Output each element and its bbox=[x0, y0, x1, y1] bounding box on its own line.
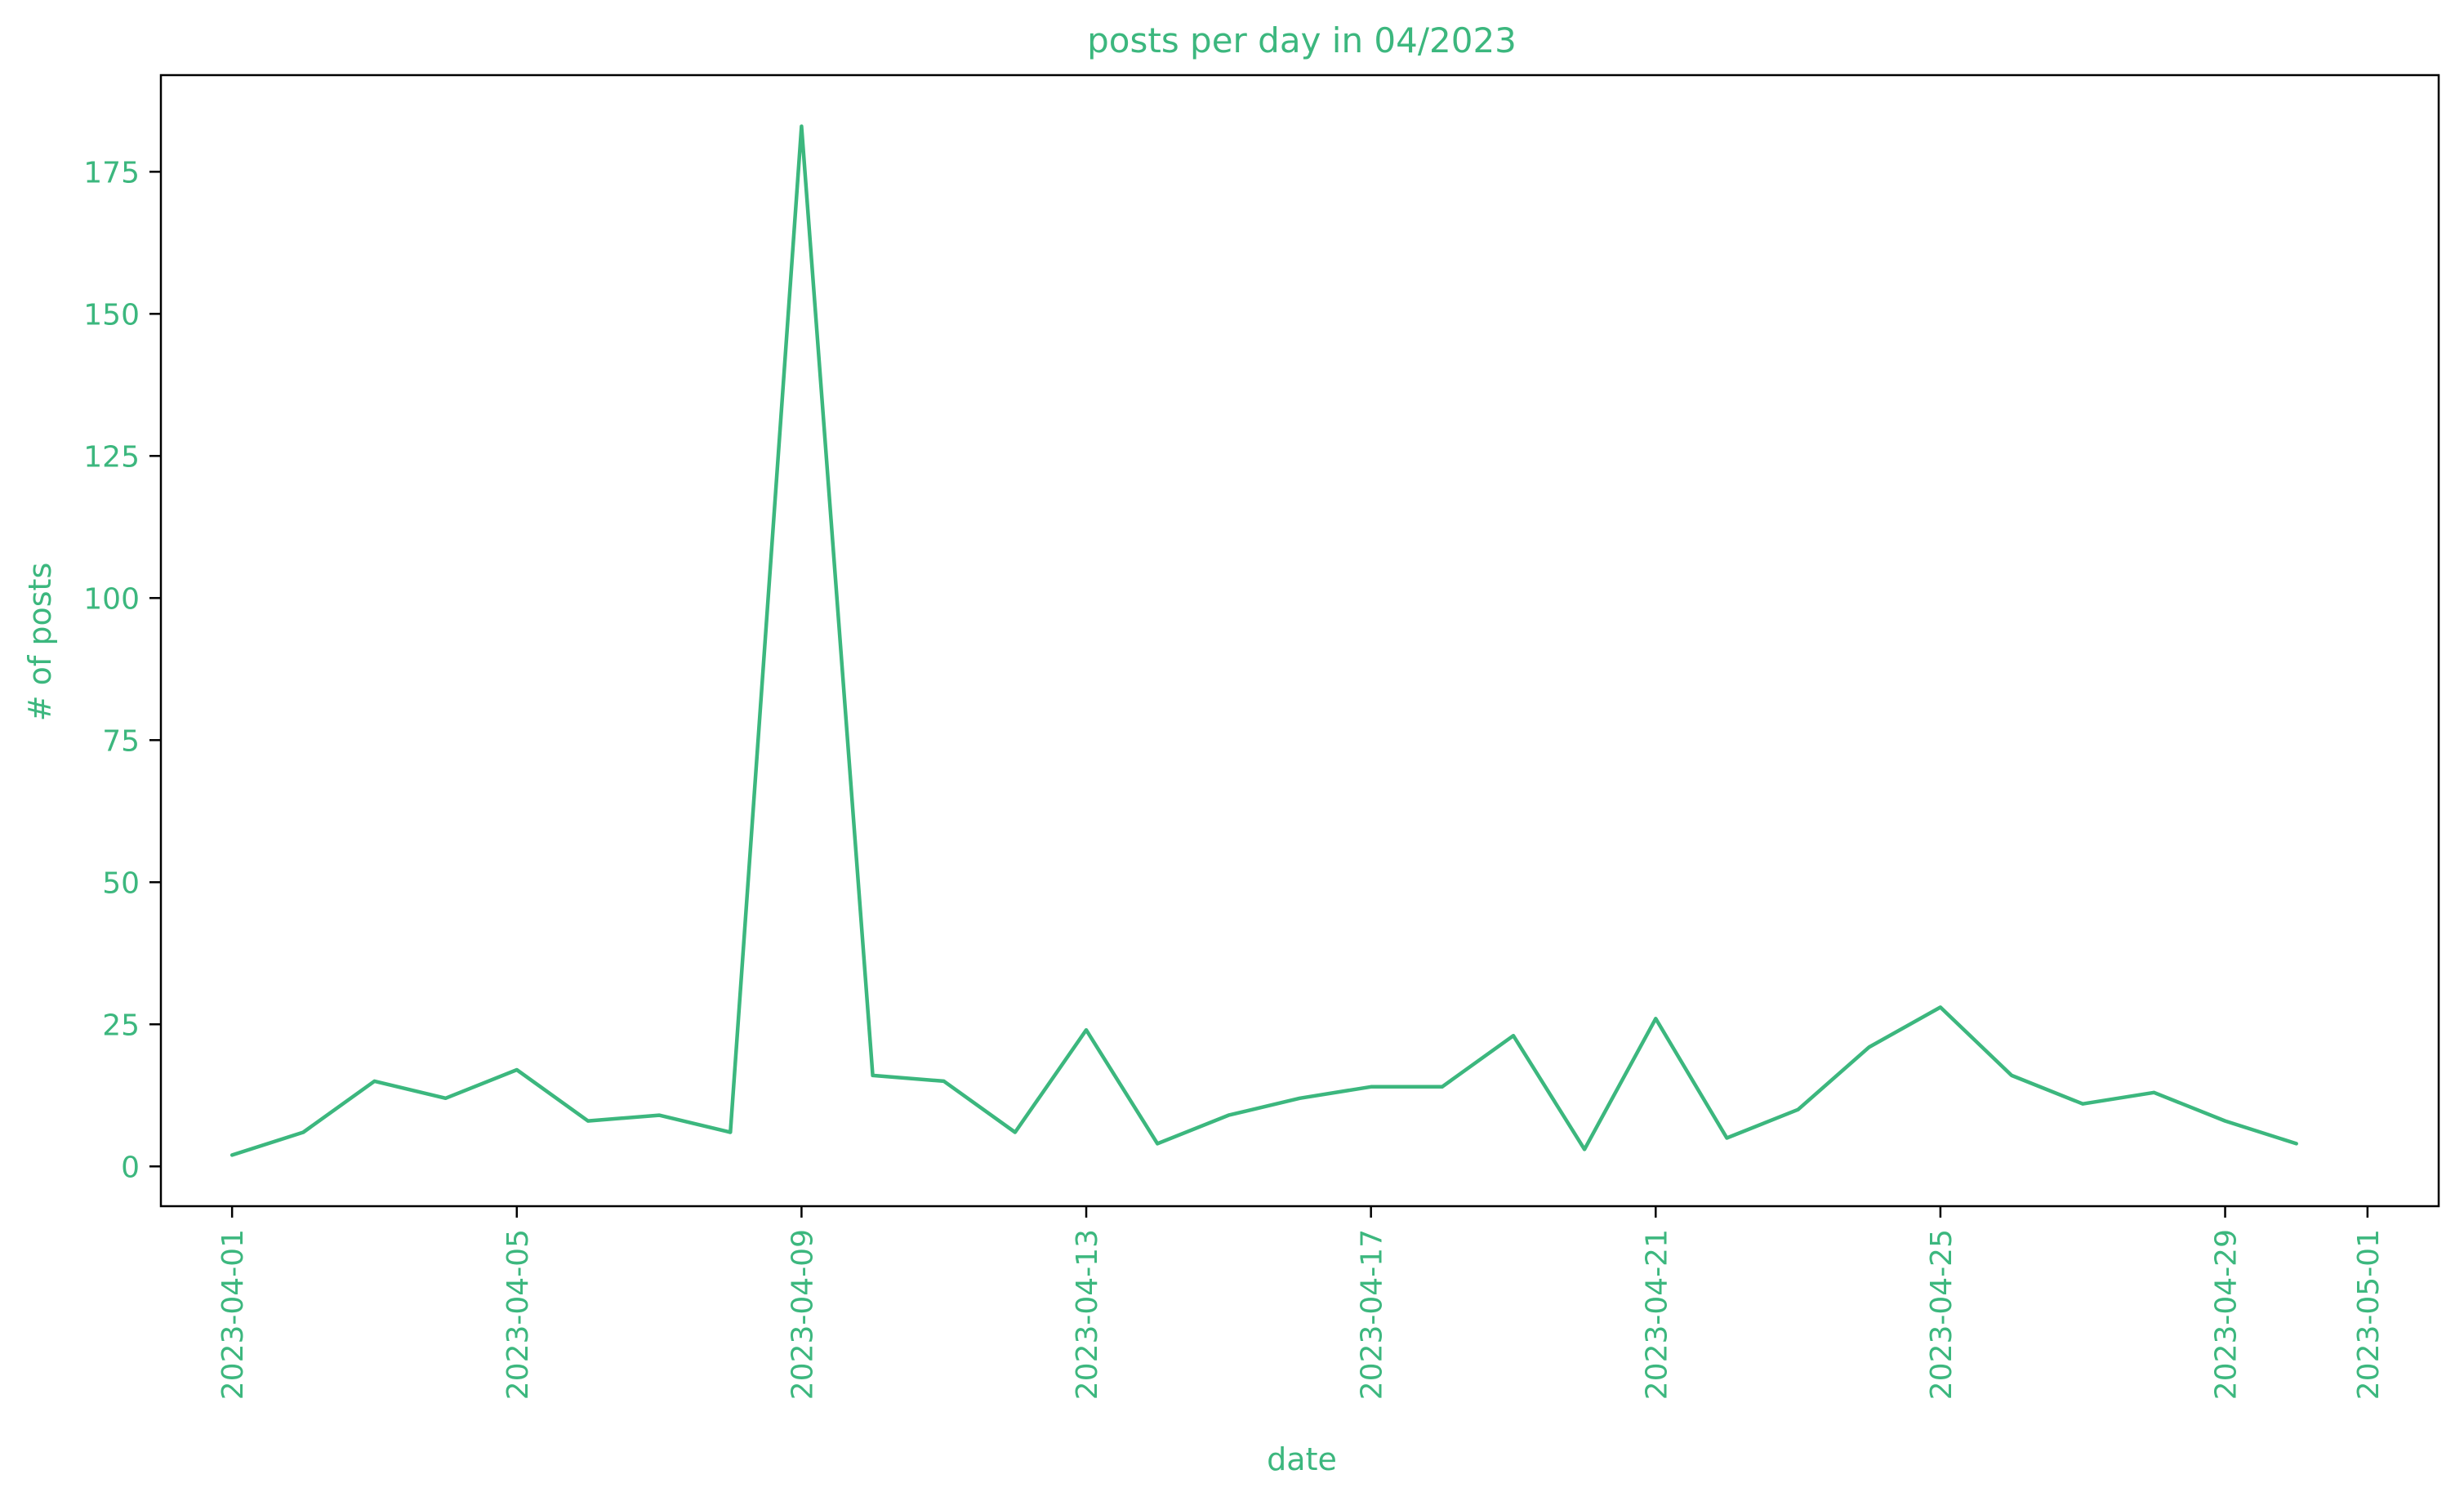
x-tick-label: 2023-04-01 bbox=[216, 1229, 250, 1400]
x-axis-label: date bbox=[1267, 1441, 1337, 1477]
x-tick-label: 2023-04-09 bbox=[786, 1229, 819, 1400]
chart-title: posts per day in 04/2023 bbox=[1087, 20, 1517, 60]
plot-frame bbox=[159, 73, 2440, 1208]
y-tick-label: 125 bbox=[83, 440, 140, 474]
x-tick-label: 2023-04-05 bbox=[501, 1229, 535, 1400]
x-tick-label: 2023-04-17 bbox=[1356, 1229, 1389, 1400]
y-axis-label: # of posts bbox=[22, 563, 58, 722]
y-tick-label: 0 bbox=[121, 1151, 140, 1184]
y-tick-label: 75 bbox=[102, 724, 140, 758]
x-tick-label: 2023-04-29 bbox=[2210, 1229, 2243, 1400]
x-tick-label: 2023-04-21 bbox=[1640, 1229, 1673, 1400]
y-tick-label: 25 bbox=[102, 1009, 140, 1042]
y-tick-label: 175 bbox=[83, 156, 140, 189]
y-tick-label: 150 bbox=[83, 298, 140, 332]
x-tick-label: 2023-04-13 bbox=[1071, 1229, 1104, 1400]
y-tick-label: 100 bbox=[83, 582, 140, 616]
y-tick-label: 50 bbox=[102, 866, 140, 900]
x-tick-label: 2023-05-01 bbox=[2352, 1229, 2386, 1400]
x-tick-label: 2023-04-25 bbox=[1925, 1229, 1958, 1400]
series-line bbox=[229, 124, 2298, 1157]
plot-area: 0 25 50 75 100 125 150 175 2023-04-01 2023-04-05 2… bbox=[83, 73, 2440, 1400]
